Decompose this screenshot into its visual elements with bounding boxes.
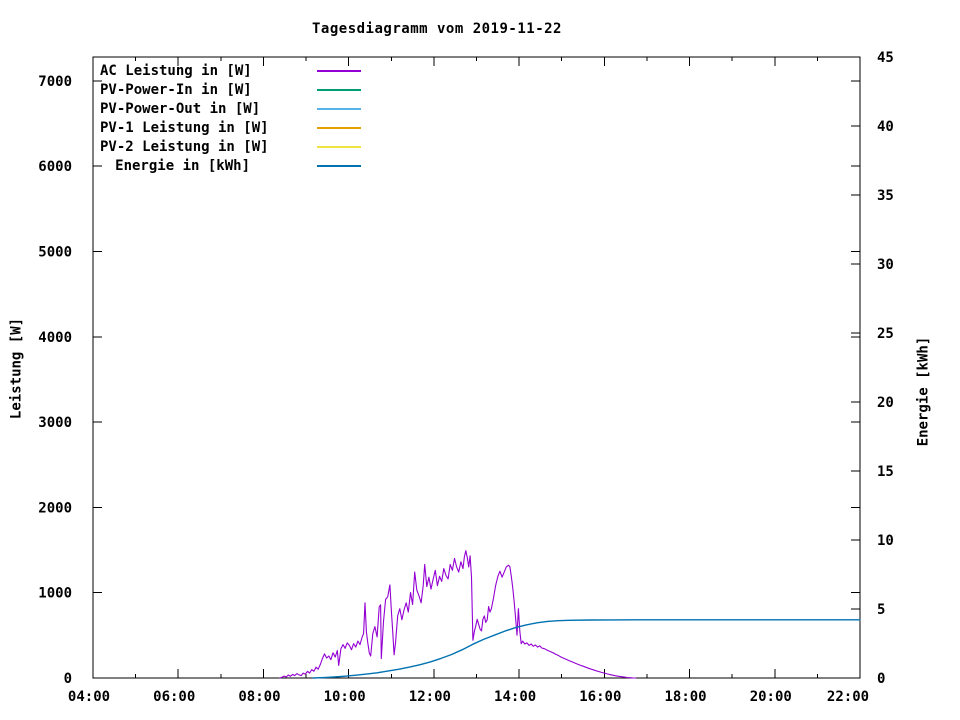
y1-tick-label: 7000 — [38, 74, 72, 90]
axes — [92, 56, 861, 679]
x-tick-label: 08:00 — [238, 689, 280, 705]
legend-item-pv-power-in: PV-Power-In in [W] — [0, 81, 400, 100]
y2-tick-label: 40 — [877, 119, 894, 135]
x-tick-label: 22:00 — [827, 689, 869, 705]
y2-tick-label: 15 — [877, 464, 894, 480]
y2-tick-label: 30 — [877, 257, 894, 273]
legend-line-swatch — [317, 127, 361, 129]
x-tick-label: 10:00 — [324, 689, 366, 705]
x-tick-label: 04:00 — [68, 689, 110, 705]
legend-line-swatch — [317, 89, 361, 91]
y2-tick-label: 0 — [877, 671, 885, 687]
chart-title: Tagesdiagramm vom 2019-11-22 — [311, 21, 562, 37]
legend-item-pv-power-out: PV-Power-Out in [W] — [0, 100, 400, 119]
legend: AC Leistung in [W] PV-Power-In in [W] PV… — [0, 62, 400, 176]
x-tick-label: 20:00 — [750, 689, 792, 705]
y2-tick-label: 25 — [877, 326, 894, 342]
legend-line-swatch — [317, 165, 361, 167]
x-tick-label: 06:00 — [153, 689, 195, 705]
x-tick-label: 12:00 — [409, 689, 451, 705]
legend-label: AC Leistung in [W] — [100, 63, 252, 79]
y2-tick-label: 10 — [877, 533, 894, 549]
y1-tick-label: 0 — [64, 671, 72, 687]
legend-label: PV-Power-Out in [W] — [100, 101, 261, 117]
y1-tick-label: 3000 — [38, 415, 72, 431]
legend-item-pv2-leistung: PV-2 Leistung in [W] — [0, 138, 400, 157]
legend-label: PV-Power-In in [W] — [100, 82, 252, 98]
series-line-5 — [312, 619, 861, 679]
legend-line-swatch — [317, 108, 361, 110]
legend-item-energie: Energie in [kWh] — [0, 157, 400, 176]
legend-line-swatch — [317, 146, 361, 148]
y2-tick-label: 35 — [877, 188, 894, 204]
y2-tick-label: 5 — [877, 602, 885, 618]
y1-tick-label: 4000 — [38, 330, 72, 346]
y2-tick-label: 45 — [877, 50, 894, 66]
y2-tick-label: 20 — [877, 395, 894, 411]
y1-tick-label: 6000 — [38, 159, 72, 175]
series-line-0 — [279, 550, 637, 679]
x-tick-label: 16:00 — [579, 689, 621, 705]
y1-tick-label: 5000 — [38, 244, 72, 260]
legend-item-pv1-leistung: PV-1 Leistung in [W] — [0, 119, 400, 138]
x-tick-label: 18:00 — [664, 689, 706, 705]
legend-label: PV-1 Leistung in [W] — [100, 120, 269, 136]
axis-labels: 04:00 06:00 08:00 10:00 12:00 14:00 16:00 18:00… — [38, 50, 894, 705]
legend-line-swatch — [317, 70, 361, 72]
legend-item-ac-leistung: AC Leistung in [W] — [0, 62, 400, 81]
legend-label: PV-2 Leistung in [W] — [100, 139, 269, 155]
legend-label: Energie in [kWh] — [115, 158, 250, 174]
y1-tick-label: 2000 — [38, 500, 72, 516]
y1-tick-label: 1000 — [38, 586, 72, 602]
x-tick-label: 14:00 — [494, 689, 536, 705]
